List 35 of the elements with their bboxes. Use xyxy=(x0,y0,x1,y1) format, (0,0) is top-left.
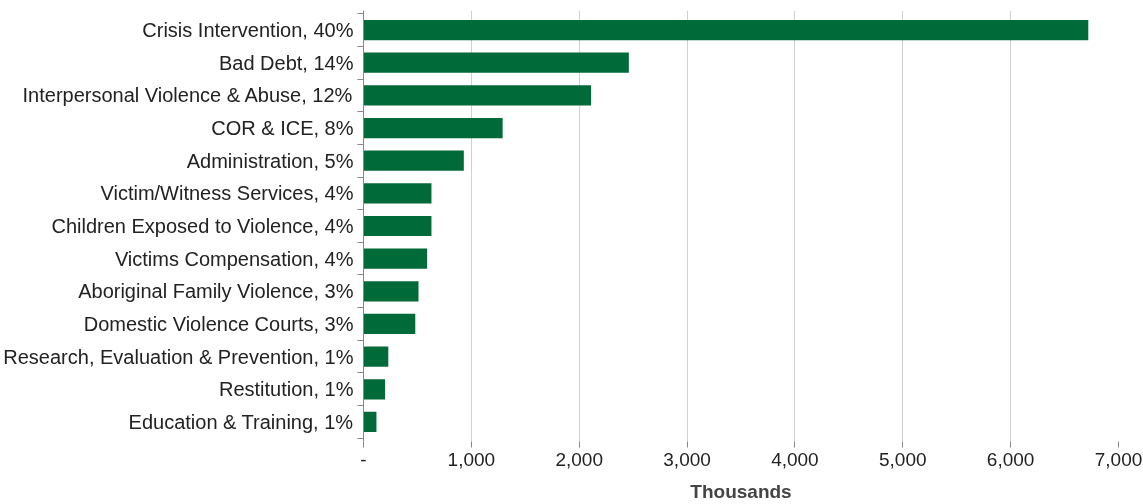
bar xyxy=(363,183,432,204)
x-tick-label: 1,000 xyxy=(447,448,496,470)
x-tick-label: 6,000 xyxy=(986,448,1035,470)
y-tick-label: Administration, 5% xyxy=(186,149,354,172)
x-axis-title: Thousands xyxy=(690,480,792,502)
x-tick-label: 5,000 xyxy=(879,448,927,470)
bar xyxy=(363,52,629,73)
y-tick-label: Bad Debt, 14% xyxy=(218,51,354,74)
bar xyxy=(363,346,389,367)
bar xyxy=(363,19,1089,41)
y-tick-label: Aboriginal Family Violence, 3% xyxy=(78,280,354,303)
x-tick-label: 4,000 xyxy=(771,448,819,470)
y-tick-label: Restitution, 1% xyxy=(218,378,354,401)
y-tick-label: Victims Compensation, 4% xyxy=(114,247,354,270)
bar xyxy=(363,411,377,433)
bar xyxy=(363,281,419,302)
y-tick-label: COR & ICE, 8% xyxy=(211,117,354,140)
x-tick-label: - xyxy=(360,448,367,470)
y-tick-label: Research, Evaluation & Prevention, 1% xyxy=(3,345,354,368)
bar xyxy=(363,85,592,106)
y-tick-label: Interpersonal Violence & Abuse, 12% xyxy=(22,84,353,107)
bar xyxy=(363,313,416,335)
y-tick-label: Domestic Violence Courts, 3% xyxy=(83,312,354,335)
bar xyxy=(363,150,464,171)
y-tick-label: Education & Training, 1% xyxy=(128,410,354,433)
y-tick-label: Crisis Intervention, 40% xyxy=(142,19,354,42)
x-tick-label: 2,000 xyxy=(555,448,603,470)
y-tick-label: Victim/Witness Services, 4% xyxy=(100,182,354,205)
x-tick-label: 7,000 xyxy=(1094,448,1143,470)
y-tick-label: Children Exposed to Violence, 4% xyxy=(51,215,354,237)
bar xyxy=(363,379,386,400)
x-tick-label: 3,000 xyxy=(663,448,711,470)
bar xyxy=(363,215,432,237)
bar xyxy=(363,248,428,269)
bar xyxy=(363,117,503,139)
